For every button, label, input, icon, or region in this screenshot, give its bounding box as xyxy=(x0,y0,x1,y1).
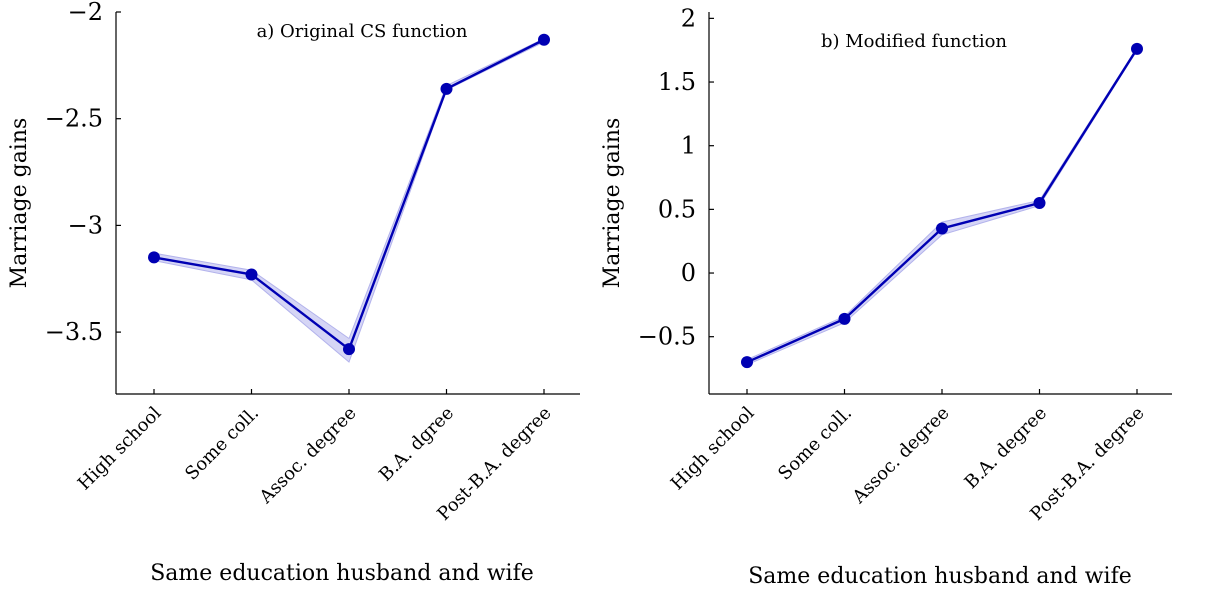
panel-b-y-ticks: −0.5 0 0.5 1 1.5 2 xyxy=(638,4,714,351)
x-category-label: Some coll. xyxy=(774,403,856,485)
x-category-label: High school xyxy=(667,403,759,495)
panel-b-y-axis-title: Marriage gains xyxy=(600,118,625,289)
panel-a-y-ticks: −3.5 −3 −2.5 −2 xyxy=(45,0,121,346)
y-tick-label: 1.5 xyxy=(658,68,696,96)
y-tick-label: −2.5 xyxy=(45,105,103,133)
y-tick-label: −3.5 xyxy=(45,318,103,346)
y-tick-label: 2 xyxy=(681,4,696,32)
x-category-label: High school xyxy=(74,403,166,495)
y-tick-label: 1 xyxy=(681,132,696,160)
data-point xyxy=(245,268,258,281)
x-category-label: B.A. degree xyxy=(961,403,1052,494)
data-point xyxy=(1131,42,1143,55)
data-point xyxy=(343,343,355,356)
panel-a-title: a) Original CS function xyxy=(257,21,468,42)
series-confidence-band xyxy=(746,45,1138,366)
panel-a-plot-area xyxy=(148,33,550,363)
y-tick-label: 0 xyxy=(681,259,696,287)
data-point xyxy=(440,82,453,95)
data-point xyxy=(838,312,851,325)
series-line xyxy=(153,38,545,351)
panel-a-x-ticks: High school Some coll.Assoc. degree B.A. d… xyxy=(74,389,556,525)
x-category-label: Assoc. degree xyxy=(848,403,954,509)
panel-b-title: b) Modified function xyxy=(821,31,1007,52)
panel-b: −0.5 0 0.5 1 1.5 2 High school Some coll.Assoc… xyxy=(600,4,1172,589)
panel-b-plot-area xyxy=(741,42,1143,369)
series-line xyxy=(746,48,1139,364)
x-category-label: Assoc. degree xyxy=(255,403,361,509)
panel-a: −3.5 −3 −2.5 −2 High school Some coll.Assoc.… xyxy=(7,0,580,586)
panel-b-x-axis-title: Same education husband and wife xyxy=(748,564,1132,589)
y-tick-label: 0.5 xyxy=(658,195,696,223)
series-confidence-band xyxy=(153,37,545,363)
data-point xyxy=(741,356,753,369)
data-point xyxy=(1033,197,1046,209)
x-category-label: Some coll. xyxy=(181,403,263,485)
y-tick-label: −3 xyxy=(68,211,103,239)
panel-b-x-ticks: High school Some coll.Assoc. degree B.A. d… xyxy=(667,389,1149,525)
data-point xyxy=(148,251,160,264)
data-point xyxy=(936,222,948,235)
data-point xyxy=(538,33,550,46)
panel-a-x-axis-title: Same education husband and wife xyxy=(150,561,534,586)
x-category-label: B.A. dgree xyxy=(375,403,458,486)
panel-a-y-axis-title: Marriage gains xyxy=(7,118,32,289)
y-tick-label: −2 xyxy=(68,0,103,26)
y-tick-label: −0.5 xyxy=(638,323,696,351)
